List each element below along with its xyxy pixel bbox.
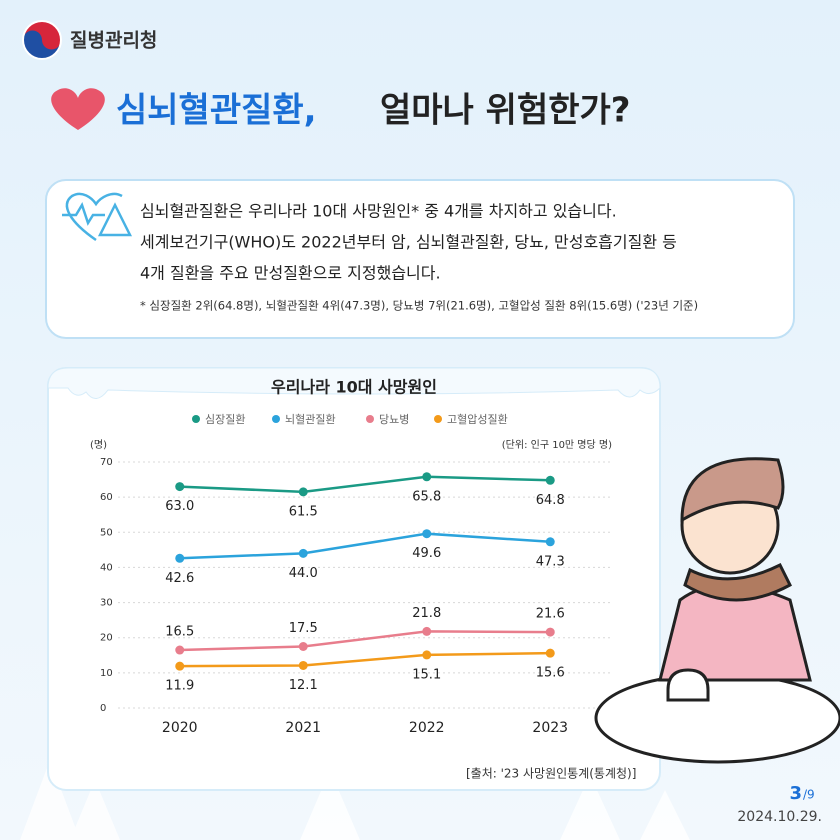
chart-title: 우리나라 10대 사망원인 <box>271 378 437 397</box>
logo <box>22 20 62 60</box>
y-tick-label: 10 <box>100 668 113 679</box>
value-label: 44.0 <box>289 566 318 581</box>
point <box>422 529 432 539</box>
series-line <box>179 630 551 652</box>
series-line <box>179 532 551 560</box>
point <box>545 627 555 637</box>
point <box>545 537 555 547</box>
title-highlight: 심뇌혈관질환, <box>116 91 317 131</box>
point <box>175 482 185 492</box>
y-tick-label: 40 <box>100 562 113 573</box>
info-line: 심뇌혈관질환은 우리나라 10대 사망원인* 중 4개를 차지하고 있습니다. <box>140 202 617 221</box>
snow-cap <box>47 367 661 399</box>
value-label: 42.6 <box>165 571 194 586</box>
point <box>298 548 308 558</box>
value-label: 64.8 <box>536 493 565 508</box>
point <box>298 642 308 651</box>
value-label: 21.6 <box>536 607 565 622</box>
y-tick-label: 0 <box>100 703 106 714</box>
trees <box>20 760 690 840</box>
value-label: 12.1 <box>289 678 318 693</box>
legend-dot <box>192 415 200 423</box>
legend-label: 당뇨병 <box>379 413 409 426</box>
value-label: 49.6 <box>412 546 441 561</box>
info-box <box>45 179 795 339</box>
unit-note: (단위: 인구 10만 명당 명) <box>502 438 612 451</box>
chart-card <box>47 367 661 791</box>
plot: 심장질환 뇌혈관질환 당뇨병 고혈압성질환 0 10 20 30 40 50 60 70 2020 202… <box>100 412 612 736</box>
point <box>422 650 432 660</box>
x-tick-label: 2022 <box>409 720 445 736</box>
series-line <box>179 651 551 668</box>
point <box>545 648 555 658</box>
legend-label: 고혈압성질환 <box>447 412 508 426</box>
x-tick-label: 2021 <box>285 720 321 736</box>
value-label: 61.5 <box>289 504 318 519</box>
info-icon <box>62 192 133 242</box>
value-label: 15.6 <box>536 666 565 681</box>
legend-dot <box>434 415 442 423</box>
y-axis-label: (명) <box>90 439 107 451</box>
source: [출처: '23 사망원인통계(통계청)] <box>466 767 636 781</box>
point <box>175 553 185 563</box>
legend-dot <box>366 415 374 423</box>
y-tick-label: 50 <box>100 527 113 538</box>
page-current: 3 <box>789 783 802 804</box>
y-tick-label: 70 <box>100 457 113 468</box>
point <box>422 472 432 482</box>
y-tick-label: 60 <box>100 492 113 503</box>
x-tick-label: 2020 <box>162 720 198 736</box>
value-label: 21.8 <box>412 606 441 621</box>
agency: 질병관리청 <box>70 30 157 52</box>
value-label: 16.5 <box>165 625 194 640</box>
point <box>545 475 555 485</box>
illustration <box>594 457 840 764</box>
date: 2024.10.29. <box>737 809 822 825</box>
page-total: /9 <box>803 788 815 802</box>
legend-dot <box>272 415 280 423</box>
info-line: 4개 질환을 주요 만성질환으로 지정했습니다. <box>140 264 441 283</box>
info-note: * 심장질환 2위(64.8명), 뇌혈관질환 4위(47.3명), 당뇨병 7… <box>140 299 698 313</box>
value-label: 15.1 <box>412 667 441 682</box>
info-line: 세계보건기구(WHO)도 2022년부터 암, 심뇌혈관질환, 당뇨, 만성호흡… <box>140 233 677 252</box>
point <box>175 645 185 655</box>
point <box>298 660 308 670</box>
y-tick-label: 30 <box>100 598 113 609</box>
series-line <box>179 475 551 494</box>
x-tick-label: 2023 <box>532 720 568 736</box>
heart-icon <box>51 88 105 130</box>
value-label: 11.9 <box>165 679 194 694</box>
value-label: 63.0 <box>165 499 194 514</box>
point <box>422 626 432 636</box>
point <box>298 487 308 497</box>
value-label: 65.8 <box>412 489 441 504</box>
legend-label: 심장질환 <box>205 413 245 426</box>
title-rest: 얼마나 위험한가? <box>380 91 631 131</box>
value-label: 17.5 <box>289 621 318 636</box>
legend-label: 뇌혈관질환 <box>285 412 336 426</box>
point <box>175 661 185 671</box>
value-label: 47.3 <box>536 554 565 569</box>
y-tick-label: 20 <box>100 633 113 644</box>
